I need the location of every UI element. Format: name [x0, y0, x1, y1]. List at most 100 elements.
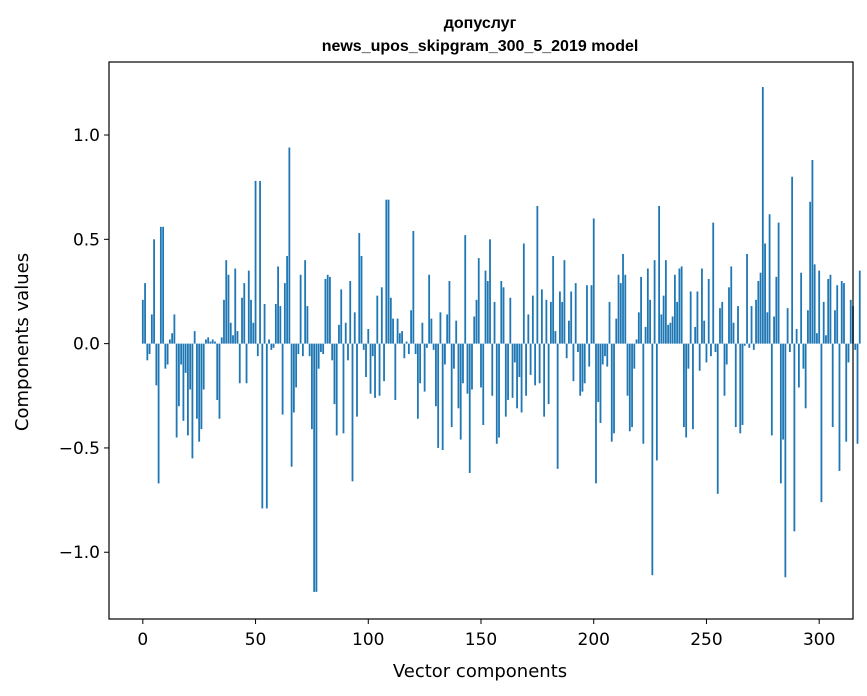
chart-title: допуслуг: [444, 15, 517, 32]
bar-48: [250, 299, 252, 344]
bar-53: [261, 343, 264, 509]
bar-71: [301, 343, 304, 357]
bar-237: [676, 301, 679, 344]
bar-36: [223, 299, 225, 344]
bar-139: [455, 320, 458, 344]
bar-95: [356, 343, 358, 417]
bar-19: [184, 343, 187, 373]
bar-191: [572, 343, 575, 382]
x-tick-label-200: 200: [578, 630, 610, 650]
bar-171: [527, 314, 530, 344]
bar-105: [378, 343, 381, 396]
bar-252: [710, 343, 712, 357]
bar-49: [252, 322, 255, 344]
bar-195: [581, 343, 584, 392]
bar-269: [748, 343, 751, 348]
bar-304: [827, 278, 830, 344]
bar-299: [816, 333, 818, 344]
bar-149: [477, 258, 480, 344]
y-tick-label-0: −1.0: [59, 543, 100, 563]
bar-77: [315, 343, 318, 592]
bar-41: [234, 268, 237, 344]
bar-231: [662, 295, 665, 344]
bar-59: [274, 303, 277, 344]
x-tick-label-250: 250: [690, 630, 722, 650]
bar-169: [522, 243, 525, 344]
bar-261: [730, 266, 733, 344]
bar-64: [286, 256, 289, 344]
bar-73: [306, 306, 309, 344]
bar-5: [153, 239, 155, 344]
bar-309: [838, 343, 841, 471]
bar-81: [324, 278, 327, 344]
bar-13: [171, 333, 174, 344]
bar-97: [360, 256, 363, 344]
bar-74: [308, 343, 311, 357]
bar-161: [504, 343, 507, 417]
bar-182: [552, 256, 555, 344]
bar-126: [425, 343, 428, 348]
bar-283: [779, 343, 782, 484]
bar-89: [342, 343, 345, 434]
bar-285: [784, 343, 787, 578]
bar-58: [272, 343, 275, 348]
bar-250: [705, 343, 708, 363]
bar-10: [164, 343, 167, 369]
bar-264: [737, 306, 739, 344]
bar-127: [428, 274, 431, 344]
bar-46: [245, 343, 248, 384]
bar-178: [543, 343, 546, 417]
y-tick-label-1: −0.5: [59, 439, 100, 459]
bar-211: [617, 274, 620, 344]
bar-110: [389, 297, 392, 344]
bar-107: [383, 343, 385, 382]
bar-263: [734, 343, 737, 428]
bar-245: [694, 326, 697, 344]
bar-258: [723, 343, 726, 396]
bar-166: [516, 343, 518, 409]
bar-290: [795, 329, 798, 344]
bar-200: [592, 218, 595, 344]
y-tick-label-4: 1.0: [73, 126, 100, 146]
bar-4: [150, 314, 153, 344]
bar-270: [750, 306, 753, 344]
bar-129: [432, 343, 435, 350]
bar-128: [430, 318, 433, 344]
bar-109: [387, 199, 390, 344]
bar-33: [216, 343, 219, 400]
bar-227: [653, 260, 656, 344]
bar-147: [473, 316, 476, 344]
bar-215: [626, 343, 629, 396]
bar-210: [615, 318, 618, 344]
bar-198: [588, 343, 591, 367]
bar-272: [755, 299, 757, 344]
bar-131: [437, 343, 440, 448]
bar-257: [721, 301, 724, 344]
bar-125: [423, 343, 426, 392]
bar-113: [396, 318, 399, 344]
bar-145: [468, 343, 471, 473]
bar-1: [144, 283, 146, 344]
bar-122: [416, 343, 419, 419]
bar-32: [214, 341, 216, 344]
bar-29: [207, 337, 210, 344]
bar-201: [595, 343, 597, 484]
bar-273: [757, 281, 760, 344]
bar-133: [441, 343, 444, 451]
bar-20: [187, 343, 189, 436]
bar-287: [788, 343, 791, 352]
bar-121: [414, 343, 417, 355]
bar-177: [540, 289, 543, 344]
bar-220: [637, 312, 640, 344]
bar-90: [344, 322, 347, 344]
bar-156: [493, 301, 496, 344]
bar-196: [583, 343, 586, 384]
bar-230: [660, 314, 663, 344]
bar-75: [311, 343, 313, 430]
bar-92: [349, 281, 352, 344]
bar-289: [793, 343, 796, 532]
bar-193: [577, 343, 579, 352]
bar-236: [673, 274, 676, 344]
bar-259: [725, 343, 728, 365]
bar-30: [209, 341, 212, 344]
